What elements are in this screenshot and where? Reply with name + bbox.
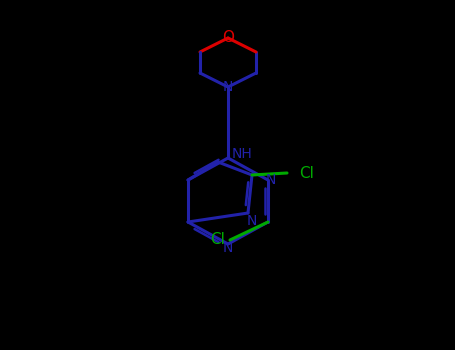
Text: O: O: [222, 30, 234, 46]
Text: Cl: Cl: [211, 232, 225, 247]
Text: N: N: [223, 241, 233, 255]
Text: N: N: [247, 214, 257, 228]
Text: N: N: [223, 80, 233, 94]
Text: Cl: Cl: [299, 166, 314, 181]
Text: NH: NH: [232, 147, 253, 161]
Text: N: N: [266, 173, 276, 187]
